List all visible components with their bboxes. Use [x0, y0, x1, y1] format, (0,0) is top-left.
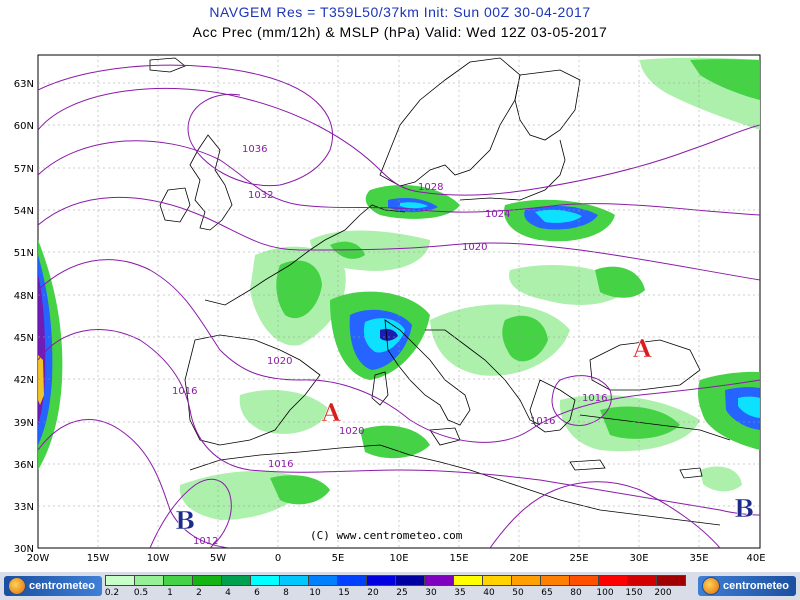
legend-swatches: [105, 575, 686, 586]
legend-label: 10: [309, 588, 321, 598]
isobar-label: 1016: [268, 459, 293, 470]
isobar-label: 1016: [172, 386, 197, 397]
isobar-label: 1016: [530, 416, 555, 427]
legend-label: 80: [570, 588, 582, 598]
color-legend: centrometeo 0.2 0.5 1 2 4 6 8 10 15 20 25 30 35 40 50 6…: [0, 572, 800, 600]
legend-labels: 0.2 0.5 1 2 4 6 8 10 15 20 25 30 35 40 50 65 80 100 150 200: [98, 588, 718, 599]
lat-label: 60N: [14, 121, 34, 132]
weather-map: 1036 1032 1028 1024 1020 1020 1020 1016 …: [14, 54, 766, 564]
sun-icon: [8, 577, 26, 595]
centrometeo-logo: centrometeo: [4, 576, 102, 596]
legend-swatch: [192, 575, 222, 586]
legend-label: 1: [167, 588, 173, 598]
longitude-labels: 20W 15W 10W 5W 0 5E 10E 15E 20E 25E 30E …: [27, 553, 766, 564]
lat-label: 57N: [14, 164, 34, 175]
sun-icon: [702, 577, 720, 595]
lon-label: 20E: [509, 553, 528, 564]
legend-swatch: [424, 575, 454, 586]
lon-label: 5E: [332, 553, 345, 564]
legend-label: 150: [625, 588, 643, 598]
lat-label: 48N: [14, 291, 34, 302]
legend-label: 8: [283, 588, 289, 598]
legend-label: 6: [254, 588, 260, 598]
low-pressure-marker: B: [175, 506, 195, 535]
legend-swatch: [308, 575, 338, 586]
lon-label: 40E: [746, 553, 765, 564]
lon-label: 15E: [449, 553, 468, 564]
high-pressure-marker: A: [321, 398, 341, 427]
lon-label: 30E: [629, 553, 648, 564]
legend-label: 35: [454, 588, 466, 598]
lon-label: 35E: [689, 553, 708, 564]
legend-swatch: [656, 575, 686, 586]
legend-swatch: [511, 575, 541, 586]
chart-title-line2: Acc Prec (mm/12h) & MSLP (hPa) Valid: We…: [192, 24, 608, 40]
lon-label: 25E: [569, 553, 588, 564]
isobar-label: 1016: [582, 393, 607, 404]
coastlines: [149, 57, 731, 526]
legend-label: 15: [338, 588, 350, 598]
legend-swatch: [250, 575, 280, 586]
lat-label: 30N: [14, 544, 34, 555]
isobar-label: 1020: [339, 426, 364, 437]
chart-title-line1: NAVGEM Res = T359L50/37km Init: Sun 00Z …: [209, 4, 591, 20]
latitude-labels: 63N 60N 57N 54N 51N 48N 45N 42N 39N 36N …: [14, 79, 34, 555]
legend-label: 2: [196, 588, 202, 598]
legend-swatch: [279, 575, 309, 586]
isobar-label: 1012: [193, 536, 218, 547]
legend-swatch: [134, 575, 164, 586]
legend-label: 65: [541, 588, 553, 598]
legend-swatch: [569, 575, 599, 586]
graticule: [38, 55, 760, 548]
lat-label: 39N: [14, 418, 34, 429]
legend-label: 200: [654, 588, 672, 598]
legend-swatch: [482, 575, 512, 586]
isobar-label: 1020: [462, 242, 487, 253]
lat-label: 36N: [14, 460, 34, 471]
legend-swatch: [337, 575, 367, 586]
lat-label: 54N: [14, 206, 34, 217]
legend-label: 0.2: [104, 588, 120, 598]
lat-label: 51N: [14, 248, 34, 259]
legend-label: 30: [425, 588, 437, 598]
isobar-labels: 1036 1032 1028 1024 1020 1020 1020 1016 …: [172, 144, 607, 547]
lat-label: 42N: [14, 375, 34, 386]
high-pressure-marker: A: [632, 334, 652, 363]
pressure-centers: A A B B: [175, 334, 755, 536]
legend-swatch: [540, 575, 570, 586]
lat-label: 63N: [14, 79, 34, 90]
isobar-label: 1028: [418, 182, 443, 193]
isobar-label: 1032: [248, 190, 273, 201]
lon-label: 20W: [27, 553, 50, 564]
lat-label: 45N: [14, 333, 34, 344]
lon-label: 0: [275, 553, 281, 564]
legend-swatch: [163, 575, 193, 586]
legend-swatch: [453, 575, 483, 586]
legend-label: 50: [512, 588, 524, 598]
legend-swatch: [395, 575, 425, 586]
low-pressure-marker: B: [734, 494, 754, 523]
isobar-label: 1020: [267, 356, 292, 367]
legend-swatch: [598, 575, 628, 586]
legend-label: 20: [367, 588, 379, 598]
lon-label: 15W: [87, 553, 110, 564]
copyright-credit: (C) www.centrometeo.com: [310, 529, 463, 542]
legend-label: 0.5: [133, 588, 149, 598]
legend-label: 4: [225, 588, 231, 598]
centrometeo-logo: centrometeo: [698, 576, 796, 596]
isobar-label: 1024: [485, 209, 510, 220]
lat-label: 33N: [14, 502, 34, 513]
isobars: [38, 64, 760, 548]
lon-label: 10W: [147, 553, 170, 564]
isobar-label: 1036: [242, 144, 267, 155]
legend-label: 40: [483, 588, 495, 598]
lon-label: 10E: [389, 553, 408, 564]
legend-label: 25: [396, 588, 408, 598]
legend-swatch: [627, 575, 657, 586]
legend-label: 100: [596, 588, 614, 598]
lon-label: 5W: [210, 553, 226, 564]
legend-swatch: [366, 575, 396, 586]
legend-swatch: [221, 575, 251, 586]
legend-swatch: [105, 575, 135, 586]
